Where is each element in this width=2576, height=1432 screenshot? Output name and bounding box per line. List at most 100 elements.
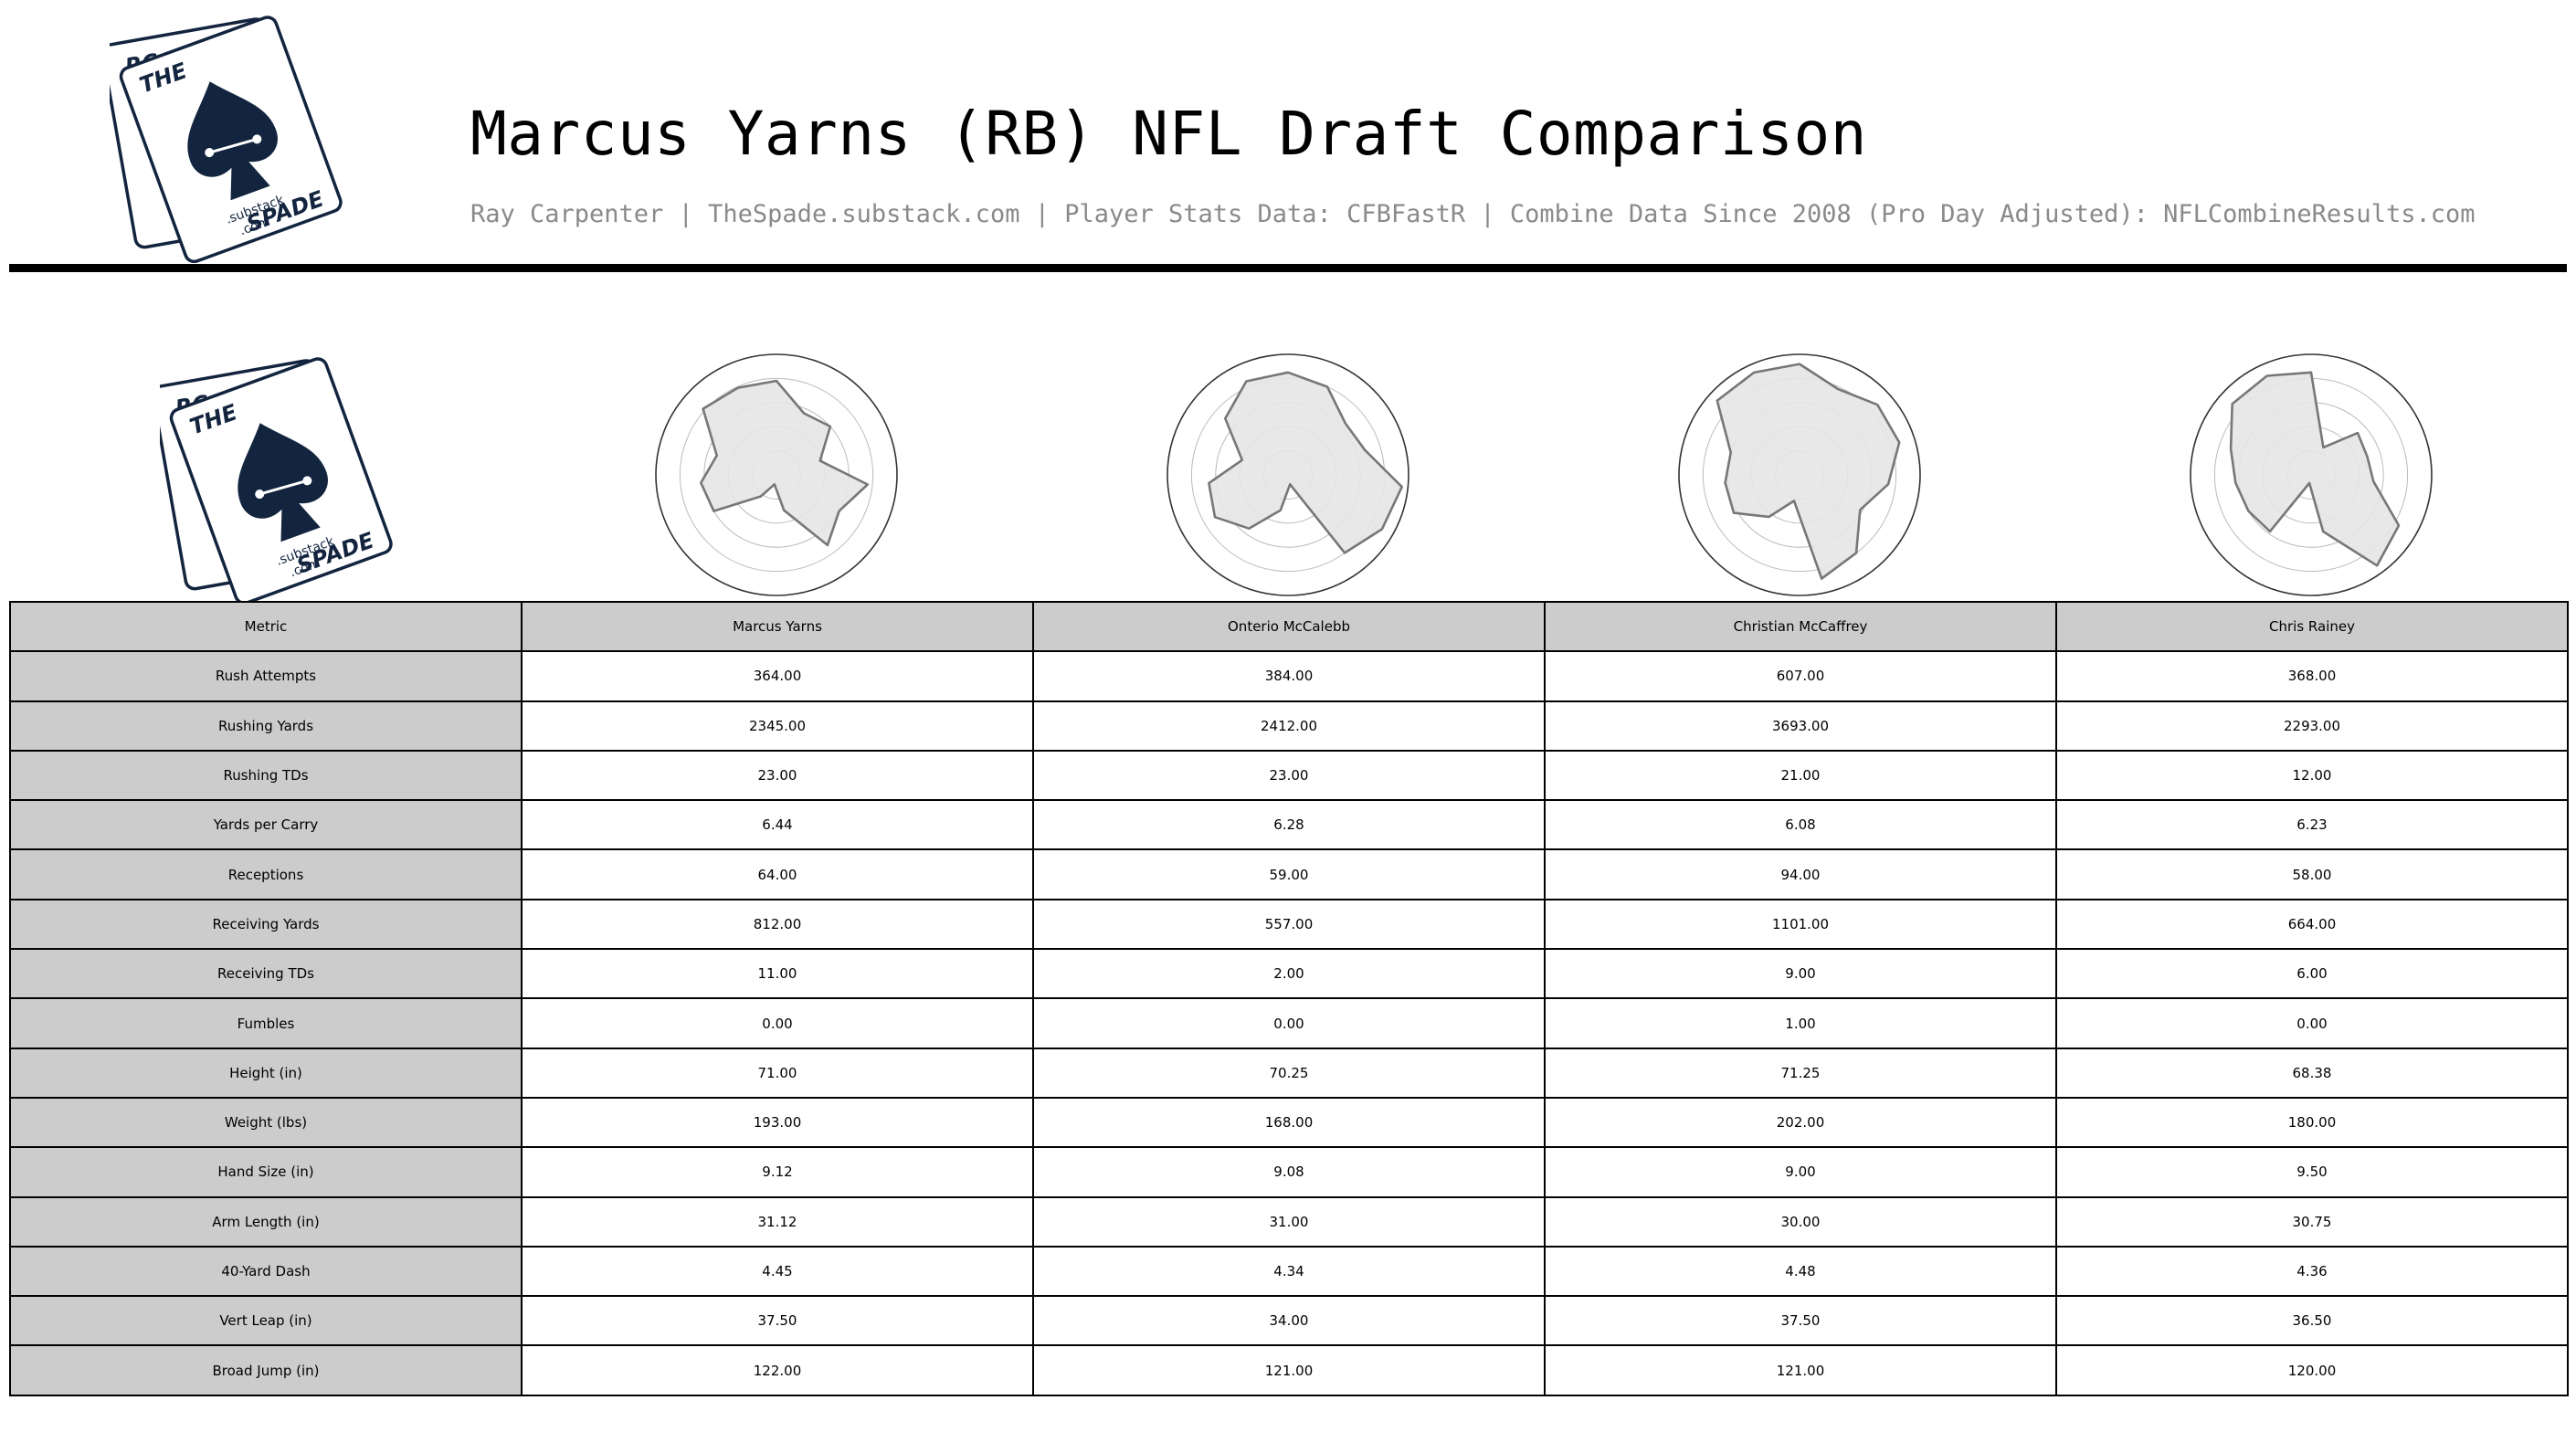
table-row: Weight (lbs) 193.00 168.00 202.00 180.00 xyxy=(9,1096,2569,1149)
spade-icon xyxy=(187,81,278,201)
table-cell: 0.00 xyxy=(521,997,1034,1049)
table-row: Height (in) 71.00 70.25 71.25 68.38 xyxy=(9,1047,2569,1099)
radar-outer-ring xyxy=(1678,353,1921,596)
table-cell: 11.00 xyxy=(521,948,1034,1000)
table-row: Hand Size (in) 9.12 9.08 9.00 9.50 xyxy=(9,1146,2569,1198)
radar-grid-ring xyxy=(679,377,874,573)
radar-series-polygon xyxy=(1716,363,1901,580)
metric-label: Hand Size (in) xyxy=(9,1146,523,1198)
table-cell: 71.00 xyxy=(521,1047,1034,1099)
comparison-table: Metric Marcus Yarns Onterio McCalebb Chr… xyxy=(9,600,2569,1396)
radar-series-polygon xyxy=(1208,371,1403,554)
table-cell: 59.00 xyxy=(1032,848,1546,900)
table-cell: 37.50 xyxy=(521,1295,1034,1347)
metric-label: Receiving Yards xyxy=(9,898,523,951)
table-row: Receptions 64.00 59.00 94.00 58.00 xyxy=(9,848,2569,900)
table-cell: 180.00 xyxy=(2055,1096,2569,1149)
metric-label: 40-Yard Dash xyxy=(9,1245,523,1298)
page-subtitle: Ray Carpenter | TheSpade.substack.com | … xyxy=(470,200,2476,228)
table-cell: 6.00 xyxy=(2055,948,2569,1000)
metric-label: Vert Leap (in) xyxy=(9,1295,523,1347)
column-header: Marcus Yarns xyxy=(521,600,1034,653)
table-cell: 812.00 xyxy=(521,898,1034,951)
the-spade-logo-secondary: RC THE SPADE .substack .com xyxy=(160,357,393,605)
table-cell: 9.50 xyxy=(2055,1146,2569,1198)
metric-label: Height (in) xyxy=(9,1047,523,1099)
radar-series-polygon xyxy=(700,379,870,547)
table-cell: 121.00 xyxy=(1032,1344,1546,1396)
table-cell: 557.00 xyxy=(1032,898,1546,951)
metric-label: Rushing Yards xyxy=(9,700,523,752)
metric-label: Weight (lbs) xyxy=(9,1096,523,1149)
page-title: Marcus Yarns (RB) NFL Draft Comparison xyxy=(470,99,1867,169)
column-header: Chris Rainey xyxy=(2055,600,2569,653)
table-cell: 193.00 xyxy=(521,1096,1034,1149)
table-cell: 368.00 xyxy=(2055,650,2569,702)
column-header: Christian McCaffrey xyxy=(1544,600,2057,653)
radar-chart-marcus-yarns xyxy=(655,353,898,596)
table-cell: 6.44 xyxy=(521,799,1034,851)
table-cell: 34.00 xyxy=(1032,1295,1546,1347)
metric-label: Rushing TDs xyxy=(9,749,523,802)
radar-chart-onterio-mccalebb xyxy=(1167,353,1409,596)
table-cell: 1.00 xyxy=(1544,997,2057,1049)
table-row: Arm Length (in) 31.12 31.00 30.00 30.75 xyxy=(9,1195,2569,1248)
table-cell: 6.23 xyxy=(2055,799,2569,851)
table-cell: 71.25 xyxy=(1544,1047,2057,1099)
table-cell: 122.00 xyxy=(521,1344,1034,1396)
table-cell: 23.00 xyxy=(521,749,1034,802)
table-cell: 36.50 xyxy=(2055,1295,2569,1347)
table-row: 40-Yard Dash 4.45 4.34 4.48 4.36 xyxy=(9,1245,2569,1298)
table-row: Rush Attempts 364.00 384.00 607.00 368.0… xyxy=(9,650,2569,702)
table-cell: 202.00 xyxy=(1544,1096,2057,1149)
table-cell: 21.00 xyxy=(1544,749,2057,802)
table-cell: 4.36 xyxy=(2055,1245,2569,1298)
table-cell: 4.48 xyxy=(1544,1245,2057,1298)
table-row: Receiving TDs 11.00 2.00 9.00 6.00 xyxy=(9,948,2569,1000)
column-header: Metric xyxy=(9,600,523,653)
table-cell: 64.00 xyxy=(521,848,1034,900)
the-spade-logo: RC THE SPADE .substack .com xyxy=(110,16,343,263)
table-cell: 58.00 xyxy=(2055,848,2569,900)
table-cell: 2345.00 xyxy=(521,700,1034,752)
table-cell: 9.00 xyxy=(1544,1146,2057,1198)
metric-label: Yards per Carry xyxy=(9,799,523,851)
metric-label: Broad Jump (in) xyxy=(9,1344,523,1396)
table-row: Fumbles 0.00 0.00 1.00 0.00 xyxy=(9,997,2569,1049)
metric-label: Receptions xyxy=(9,848,523,900)
table-cell: 168.00 xyxy=(1032,1096,1546,1149)
radar-outer-ring xyxy=(655,353,898,596)
table-cell: 94.00 xyxy=(1544,848,2057,900)
radar-outer-ring xyxy=(2190,353,2433,596)
radar-chart-christian-mccaffrey xyxy=(1678,353,1921,596)
table-cell: 120.00 xyxy=(2055,1344,2569,1396)
table-cell: 12.00 xyxy=(2055,749,2569,802)
table-header-row: Metric Marcus Yarns Onterio McCalebb Chr… xyxy=(9,600,2569,653)
table-cell: 2412.00 xyxy=(1032,700,1546,752)
table-row: Rushing TDs 23.00 23.00 21.00 12.00 xyxy=(9,749,2569,802)
radar-series-polygon xyxy=(2229,371,2401,567)
table-cell: 664.00 xyxy=(2055,898,2569,951)
table-cell: 9.08 xyxy=(1032,1146,1546,1198)
table-row: Broad Jump (in) 122.00 121.00 121.00 120… xyxy=(9,1344,2569,1396)
table-cell: 9.12 xyxy=(521,1146,1034,1198)
table-cell: 6.28 xyxy=(1032,799,1546,851)
table-cell: 121.00 xyxy=(1544,1344,2057,1396)
metric-label: Receiving TDs xyxy=(9,948,523,1000)
table-cell: 2.00 xyxy=(1032,948,1546,1000)
header-divider xyxy=(9,264,2567,272)
table-row: Rushing Yards 2345.00 2412.00 3693.00 22… xyxy=(9,700,2569,752)
metric-label: Fumbles xyxy=(9,997,523,1049)
table-cell: 31.00 xyxy=(1032,1195,1546,1248)
table-cell: 30.00 xyxy=(1544,1195,2057,1248)
table-cell: 2293.00 xyxy=(2055,700,2569,752)
table-cell: 9.00 xyxy=(1544,948,2057,1000)
table-row: Receiving Yards 812.00 557.00 1101.00 66… xyxy=(9,898,2569,951)
table-cell: 23.00 xyxy=(1032,749,1546,802)
spade-icon xyxy=(238,423,328,542)
table-cell: 4.34 xyxy=(1032,1245,1546,1298)
table-cell: 68.38 xyxy=(2055,1047,2569,1099)
table-cell: 364.00 xyxy=(521,650,1034,702)
metric-label: Arm Length (in) xyxy=(9,1195,523,1248)
radar-outer-ring xyxy=(1167,353,1409,596)
